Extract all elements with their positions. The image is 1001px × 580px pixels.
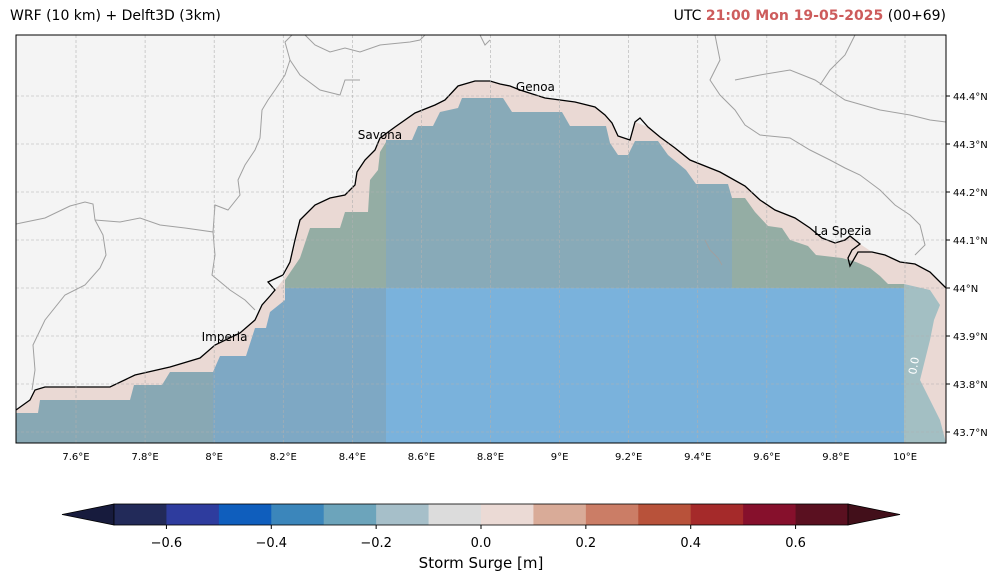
colorbar-label: Storm Surge [m]: [419, 554, 544, 572]
colorbar-segment: [795, 504, 849, 525]
lon-tick-label: 9.8°E: [822, 452, 849, 463]
colorbar-segment: [481, 504, 534, 525]
colorbar-segment: [690, 504, 744, 525]
colorbar-segment: [323, 504, 377, 525]
lon-tick-label: 10°E: [893, 452, 917, 463]
lon-tick-label: 8.4°E: [339, 452, 366, 463]
city-label: Imperia: [202, 330, 248, 344]
colorbar-segment: [638, 504, 692, 525]
colorbar-tick-label: 0.6: [785, 536, 806, 551]
colorbar-segment: [271, 504, 325, 525]
colorbar-tick-label: 0.4: [680, 536, 701, 551]
colorbar-segment: [218, 504, 272, 525]
lat-tick-label: 44.1°N: [953, 236, 988, 247]
colorbar-segment: [743, 504, 797, 525]
colorbar-tick-label: −0.4: [255, 536, 287, 551]
lat-tick-label: 44°N: [953, 284, 978, 295]
lat-axis: 43.7°N 43.8°N 43.9°N 44°N 44.1°N 44.2°N 44.3°N…: [946, 92, 988, 439]
map-frame: [15, 34, 947, 444]
sea-zone-south: [386, 288, 904, 443]
city-label: Savona: [358, 128, 402, 142]
lon-tick-label: 9°E: [551, 452, 569, 463]
sea-zone-west-2: [213, 288, 386, 443]
colorbar-segment: [533, 504, 587, 525]
colorbar-tick-label: −0.2: [360, 536, 392, 551]
lon-axis: 7.6°E 7.8°E 8°E 8.2°E 8.4°E 8.6°E 8.8°E 9°E 9.2°…: [62, 452, 917, 463]
sea-zone-north: [386, 98, 732, 288]
colorbar-tick-label: 0.2: [576, 536, 597, 551]
colorbar: −0.6 −0.4 −0.2 0.0 0.2 0.4 0.6: [61, 503, 901, 551]
utc-label: UTC: [673, 8, 702, 24]
sea-zone-green-west: [285, 142, 386, 288]
colorbar-segment: [376, 504, 430, 525]
admin-borders: [15, 34, 947, 391]
colorbar-tick-label: 0.0: [471, 536, 492, 551]
sea-zone-east: [904, 284, 946, 443]
lat-tick-label: 43.9°N: [953, 332, 988, 343]
map-title: WRF (10 km) + Delft3D (3km): [10, 8, 221, 24]
colorbar-over-arrow: [847, 503, 901, 526]
colorbar-segment: [114, 504, 167, 525]
lat-tick-label: 44.3°N: [953, 140, 988, 151]
lon-tick-label: 8.6°E: [408, 452, 435, 463]
lon-tick-label: 9.4°E: [684, 452, 711, 463]
valid-time: UTC 21:00 Mon 19-05-2025 (00+69): [674, 8, 946, 24]
sea-zone-green-east: [732, 198, 904, 288]
colorbar-under-arrow: [61, 503, 115, 526]
contour-label: 0.0: [906, 356, 922, 375]
grid-lines: [16, 35, 946, 443]
lon-tick-label: 8.8°E: [477, 452, 504, 463]
lon-tick-label: 7.8°E: [131, 452, 158, 463]
lon-tick-label: 9.2°E: [615, 452, 642, 463]
lon-tick-label: 9.6°E: [753, 452, 780, 463]
lon-tick-label: 7.6°E: [62, 452, 89, 463]
lat-tick-label: 43.7°N: [953, 428, 988, 439]
city-label: La Spezia: [814, 224, 871, 238]
lon-tick-label: 8.2°E: [270, 452, 297, 463]
coastline: [15, 80, 947, 411]
lat-tick-label: 44.4°N: [953, 92, 988, 103]
sea-zone-west: [16, 372, 213, 443]
lat-tick-label: 43.8°N: [953, 380, 988, 391]
valid-time-value: 21:00 Mon 19-05-2025: [705, 8, 884, 24]
colorbar-tick-label: −0.6: [151, 536, 183, 551]
colorbar-segment: [166, 504, 220, 525]
colorbar-segment: [585, 504, 639, 525]
city-label: Genoa: [516, 80, 555, 94]
lat-tick-label: 44.2°N: [953, 188, 988, 199]
colorbar-segment: [428, 504, 482, 525]
lon-tick-label: 8°E: [205, 452, 223, 463]
city-labels: Genoa Savona La Spezia Imperia: [202, 80, 872, 344]
forecast-run: (00+69): [887, 8, 946, 24]
